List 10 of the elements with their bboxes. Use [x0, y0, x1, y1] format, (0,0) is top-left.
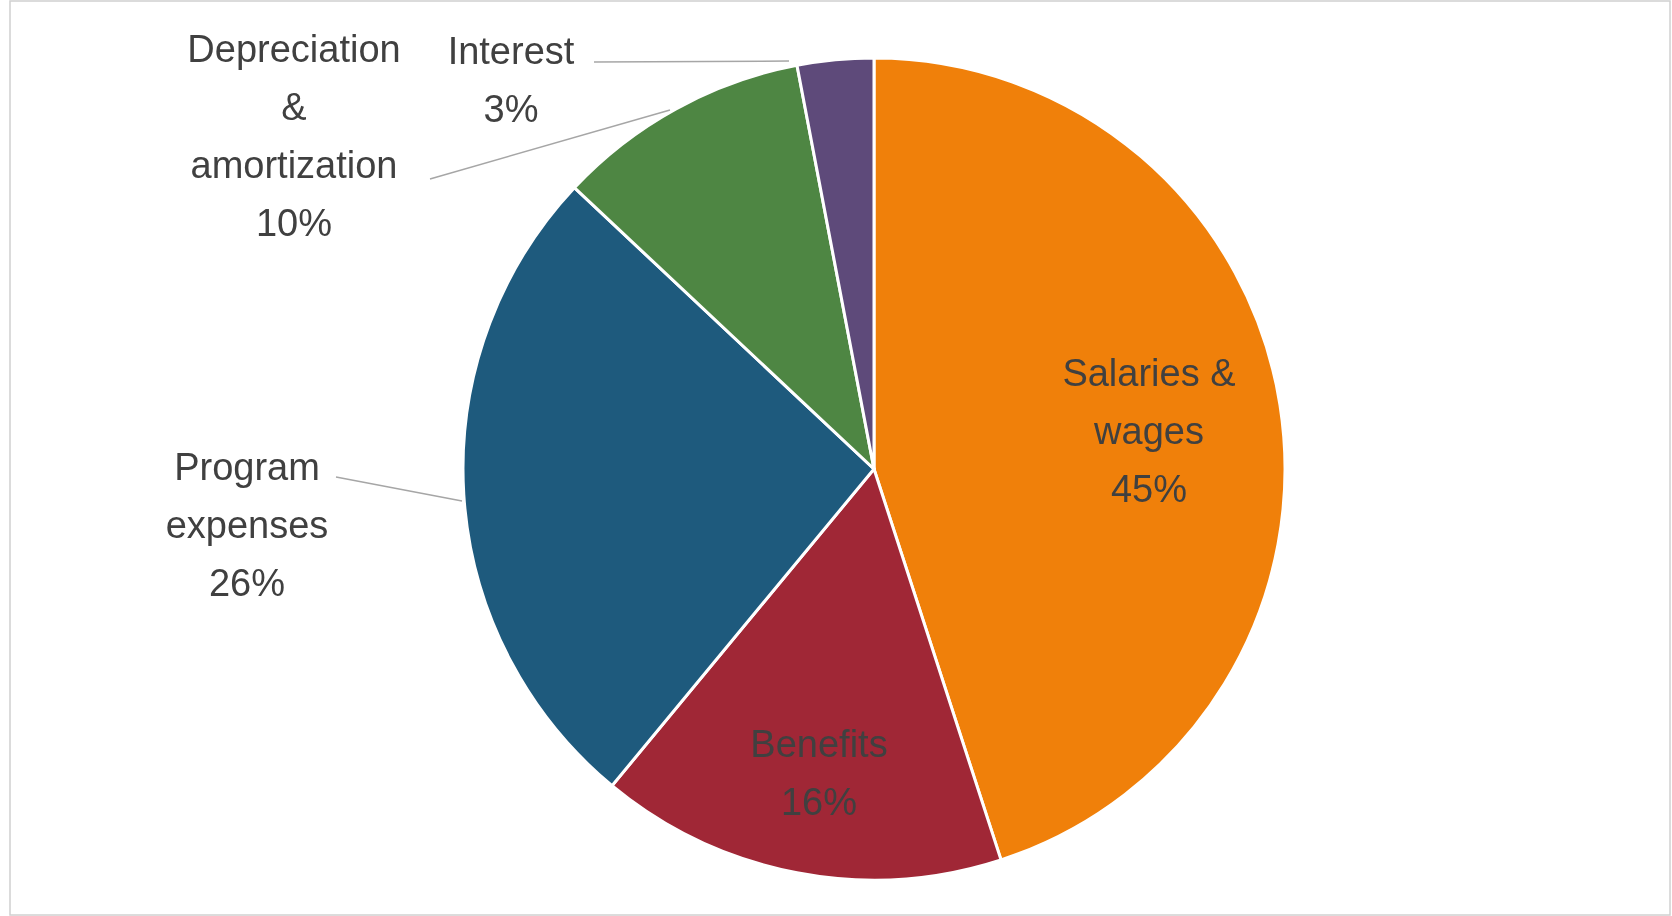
data-label: 10% — [255, 202, 333, 244]
data-label: 16% — [780, 781, 858, 823]
slice-label: Salaries & wages — [1062, 352, 1236, 452]
slice-label: Depreciation & amortization — [187, 28, 401, 186]
data-label: 26% — [208, 562, 286, 604]
data-label: 45% — [1110, 468, 1188, 510]
slice-label: Benefits — [750, 723, 888, 765]
slice-label: Program expenses — [165, 446, 329, 546]
data-label: 3% — [483, 88, 539, 130]
slice-label: Interest — [447, 30, 575, 72]
